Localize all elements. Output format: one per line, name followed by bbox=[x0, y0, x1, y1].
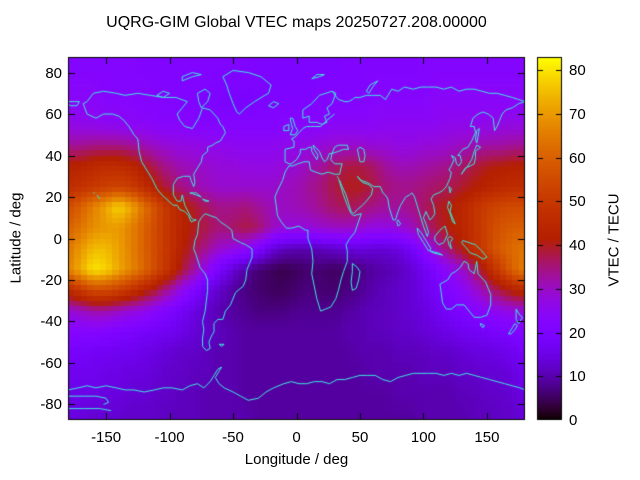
y-tick-label: -20 bbox=[40, 271, 62, 289]
y-tick-label: 0 bbox=[53, 230, 62, 248]
colorbar-tick-label: 80 bbox=[569, 62, 586, 80]
x-tick-label: -100 bbox=[154, 429, 185, 446]
colorbar-tick-label: 60 bbox=[569, 149, 586, 167]
y-tick-label: -60 bbox=[40, 354, 62, 372]
x-tick-label: -150 bbox=[91, 429, 122, 446]
x-tick-label: -50 bbox=[222, 429, 244, 446]
y-tick-label: -40 bbox=[40, 313, 62, 331]
x-tick-label: 100 bbox=[410, 429, 436, 446]
y-tick-label: 20 bbox=[45, 189, 62, 206]
x-tick-label: 150 bbox=[474, 429, 500, 446]
chart-title: UQRG-GIM Global VTEC maps 20250727.208.0… bbox=[106, 14, 487, 31]
x-tick-label: 50 bbox=[351, 429, 369, 446]
y-tick-label: -80 bbox=[40, 396, 62, 414]
colorbar-tick-label: 70 bbox=[569, 105, 586, 123]
colorbar-tick-label: 0 bbox=[569, 412, 578, 429]
colorbar-tick-label: 10 bbox=[569, 368, 586, 386]
x-axis-label: Longitude / deg bbox=[244, 451, 349, 468]
colorbar-tick-label: 40 bbox=[569, 237, 586, 255]
y-tick-label: 60 bbox=[45, 106, 62, 124]
x-tick-label: 0 bbox=[292, 429, 301, 446]
colorbar-tick-label: 30 bbox=[569, 280, 586, 298]
colorbar-tick-label: 20 bbox=[569, 324, 586, 342]
y-tick-label: 80 bbox=[45, 64, 62, 82]
y-tick-label: 40 bbox=[45, 147, 62, 165]
colorbar-tick-label: 50 bbox=[569, 193, 586, 211]
